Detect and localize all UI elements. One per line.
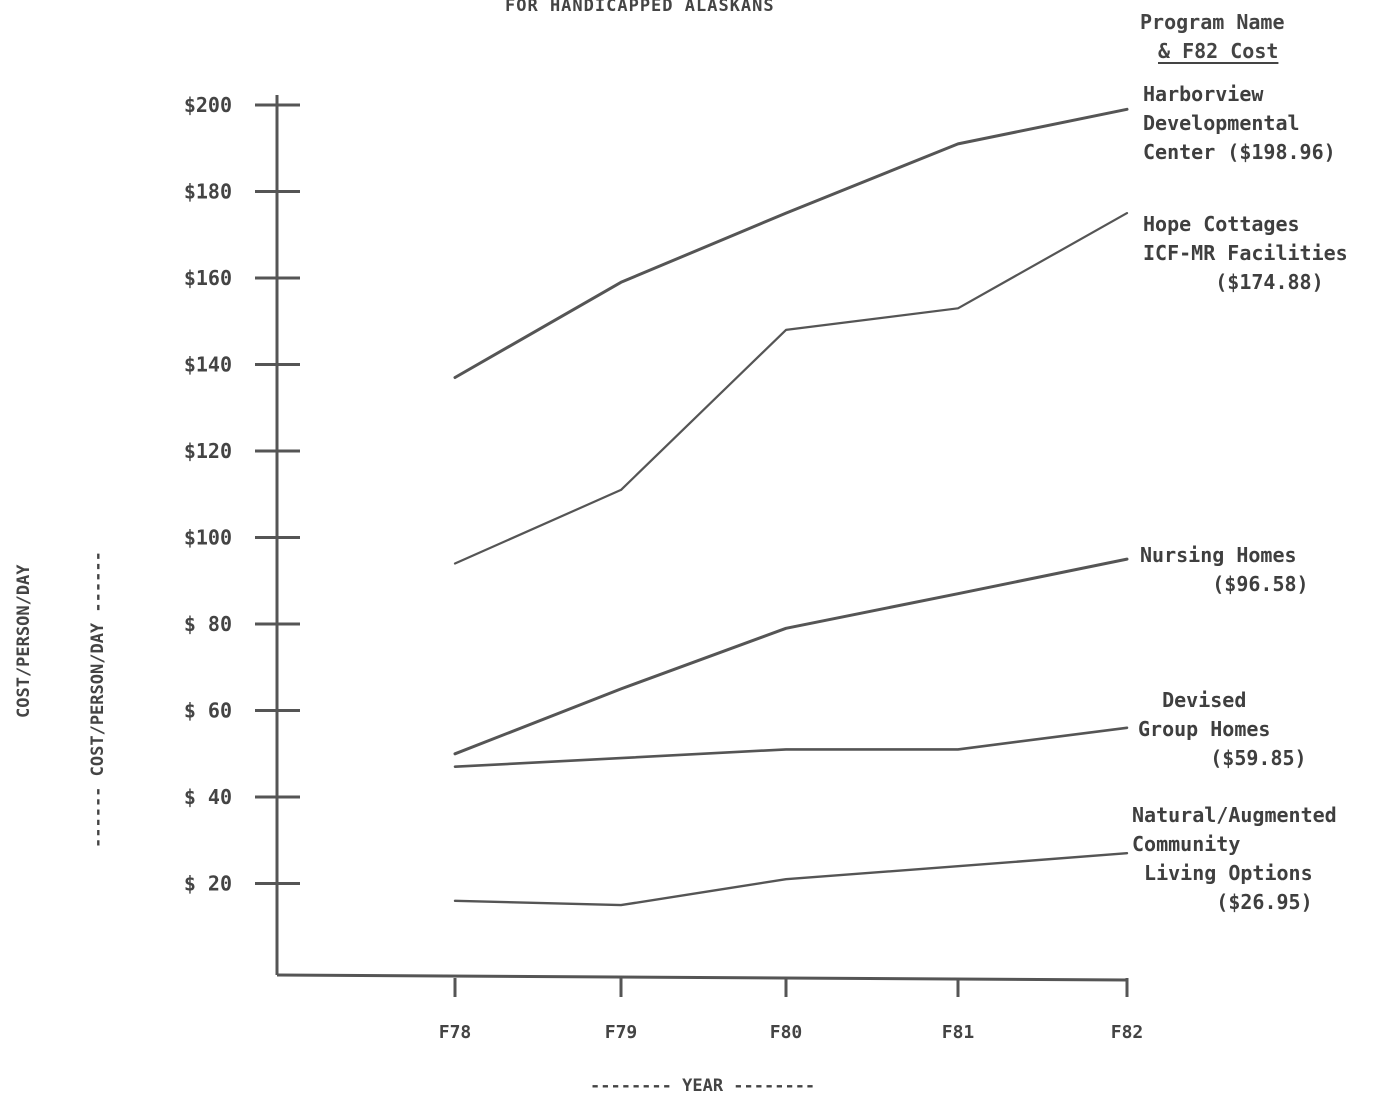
series-label-line: Living Options [1132,861,1313,885]
y-axis-ticks: $200 $180 $160 $140 $120 $100 $ 80 $ 60 $ 40 $ 20 [184,93,300,896]
series-label: Harborview Developmental Center ($198.96) [1143,80,1336,167]
series-label-line: Center ($198.96) [1143,140,1336,164]
series-label-line: Harborview [1143,82,1264,106]
legend-header: Program Name & F82 Cost [1140,8,1285,66]
y-tick-label: $140 [184,353,232,377]
x-axis-line [276,973,1129,982]
series-line [453,852,1129,907]
series-line [453,107,1129,379]
series-label-line: ($59.85) [1138,746,1307,770]
y-tick-label: $ 20 [184,872,232,896]
series-label-line: Community [1132,832,1241,856]
y-tick-label: $100 [184,526,232,550]
y-tick-label: $ 60 [184,699,232,723]
series-label-line: Devised [1138,688,1247,712]
series-label-line: ($174.88) [1143,270,1324,294]
x-tick-label: F78 [439,1022,472,1043]
x-axis-ticks: F78 F79 F80 F81 F82 [439,978,1144,1043]
series-lines [453,107,1129,907]
series-label-line: Group Homes [1138,717,1271,741]
x-axis-label: -------- YEAR -------- [590,1076,816,1096]
x-tick-label: F80 [770,1022,803,1043]
series-line [453,557,1129,756]
series-label: Devised Group Homes ($59.85) [1138,686,1307,773]
chart-axes [275,95,1129,982]
series-label: Natural/Augmented Community Living Option… [1132,801,1337,917]
y-tick-label: $ 40 [184,785,232,809]
series-label: Hope Cottages ICF-MR Facilities ($174.88) [1143,210,1348,297]
y-tick-label: $200 [184,93,232,117]
legend-header-line2: & F82 Cost [1158,39,1279,63]
series-label-line: Developmental [1143,111,1300,135]
y-tick-label: $ 80 [184,612,232,636]
series-label-line: Natural/Augmented [1132,803,1337,827]
series-label-line: ($96.58) [1140,572,1309,596]
y-tick-label: $160 [184,266,232,290]
y-tick-label: $120 [184,439,232,463]
x-tick-label: F79 [605,1022,638,1043]
x-tick-label: F82 [1111,1022,1144,1043]
series-label-line: ($26.95) [1132,890,1313,914]
y-axis-label-inner: ------ COST/PERSON/DAY ------ [88,551,108,848]
series-label-line: ICF-MR Facilities [1143,241,1348,265]
series-label-line: Nursing Homes [1140,543,1297,567]
y-axis-label-outer: COST/PERSON/DAY [14,564,34,718]
series-label: Nursing Homes ($96.58) [1140,541,1309,599]
y-tick-label: $180 [184,180,232,204]
x-tick-label: F81 [942,1022,975,1043]
series-line [453,726,1129,769]
series-line [453,212,1129,565]
series-label-line: Hope Cottages [1143,212,1300,236]
chart-title: FOR HANDICAPPED ALASKANS [505,0,775,16]
legend-header-line1: Program Name [1140,10,1285,34]
